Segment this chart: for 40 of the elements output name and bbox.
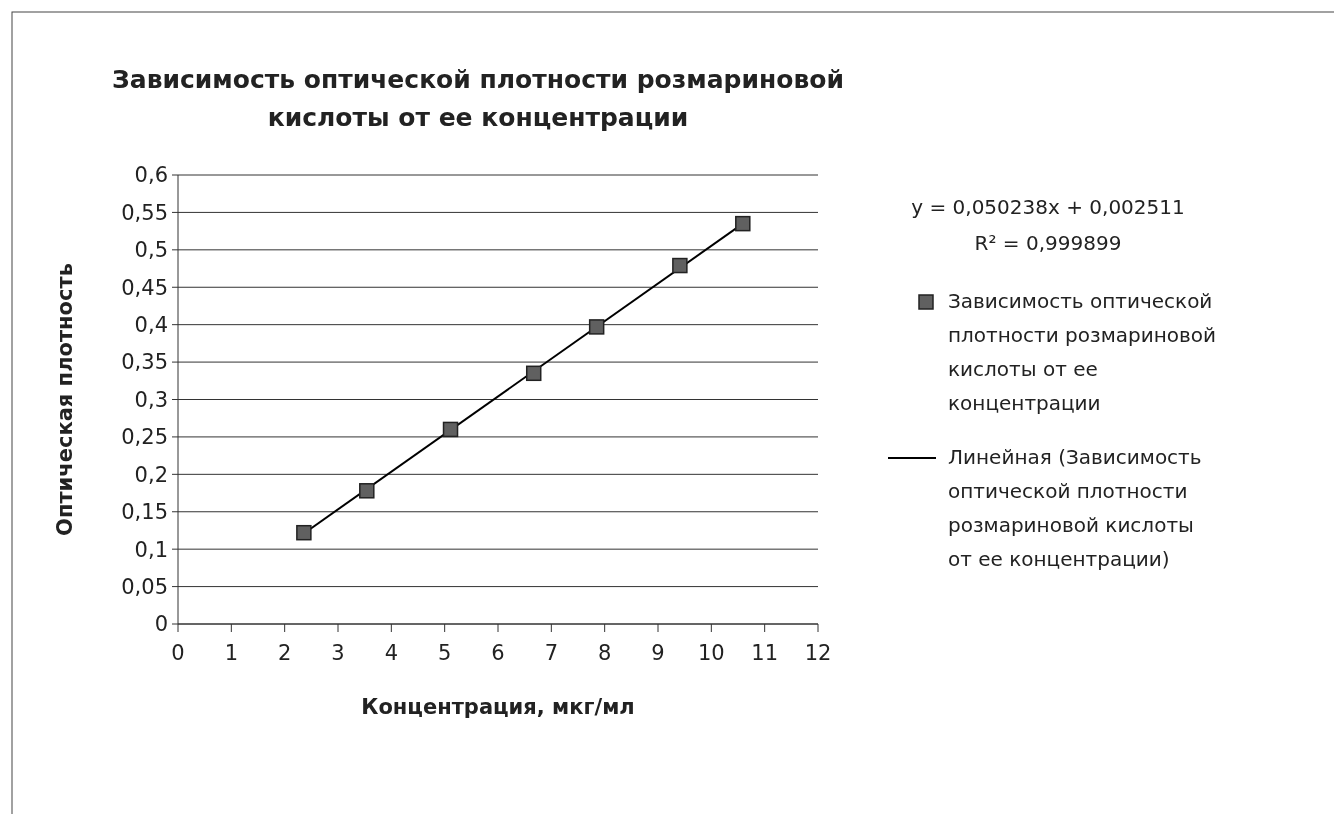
x-axis-title: Концентрация, мкг/мл (361, 695, 635, 719)
x-tick-label: 9 (651, 641, 665, 665)
x-tick-label: 4 (384, 641, 399, 665)
x-tick-label: 6 (491, 641, 505, 665)
x-tick-label: 10 (697, 641, 725, 665)
y-tick-label: 0,15 (121, 500, 168, 525)
y-axis-title: Оптическая плотность (53, 263, 77, 536)
x-tick-label: 3 (331, 641, 345, 665)
y-tick-label: 0,4 (134, 313, 168, 338)
y-tick-label: 0,3 (134, 387, 168, 412)
x-tick-label: 7 (544, 641, 559, 665)
y-tick-label: 0,45 (121, 275, 168, 300)
y-tick-label: 0,2 (134, 462, 168, 487)
point (735, 215, 751, 232)
y-tick-label: 0,55 (121, 200, 168, 225)
text: y = 0,050238x + 0,002511 (911, 195, 1185, 219)
text: R² = 0,999899 (974, 231, 1122, 255)
x-tick-label: 12 (804, 641, 832, 665)
point (672, 257, 688, 274)
point (442, 421, 459, 438)
legend-label: Зависимость оптической плотности розмариновой кислоты от ее концентрации (948, 289, 1216, 415)
y-tick-label: 0,5 (134, 238, 168, 263)
x-tick-label: 8 (597, 641, 612, 665)
point (296, 524, 312, 541)
y-tick-label: 0,25 (121, 425, 168, 450)
x-tick-label: 2 (277, 641, 292, 665)
x-tick-label: 5 (437, 641, 452, 665)
y-tick-label: 0 (154, 612, 168, 637)
y-tick-label: 0,6 (134, 163, 168, 188)
point (525, 365, 542, 382)
legend-label: Линейная (Зависимость оптической плотности розмариновой кислоты от ее концентрации) (948, 445, 1202, 571)
point (359, 483, 375, 499)
y-tick-label: 0,35 (121, 350, 168, 375)
x-tick-label: 11 (751, 641, 779, 665)
y-tick-label: 0,05 (121, 574, 168, 599)
x-tick-label: 1 (224, 641, 239, 665)
point (588, 319, 605, 335)
x-tick-label: 0 (171, 641, 185, 665)
y-tick-label: 0,1 (134, 537, 168, 562)
chart-title: Зависимость оптической плотности розмариновой кислоты от ее концентрации (112, 65, 844, 132)
